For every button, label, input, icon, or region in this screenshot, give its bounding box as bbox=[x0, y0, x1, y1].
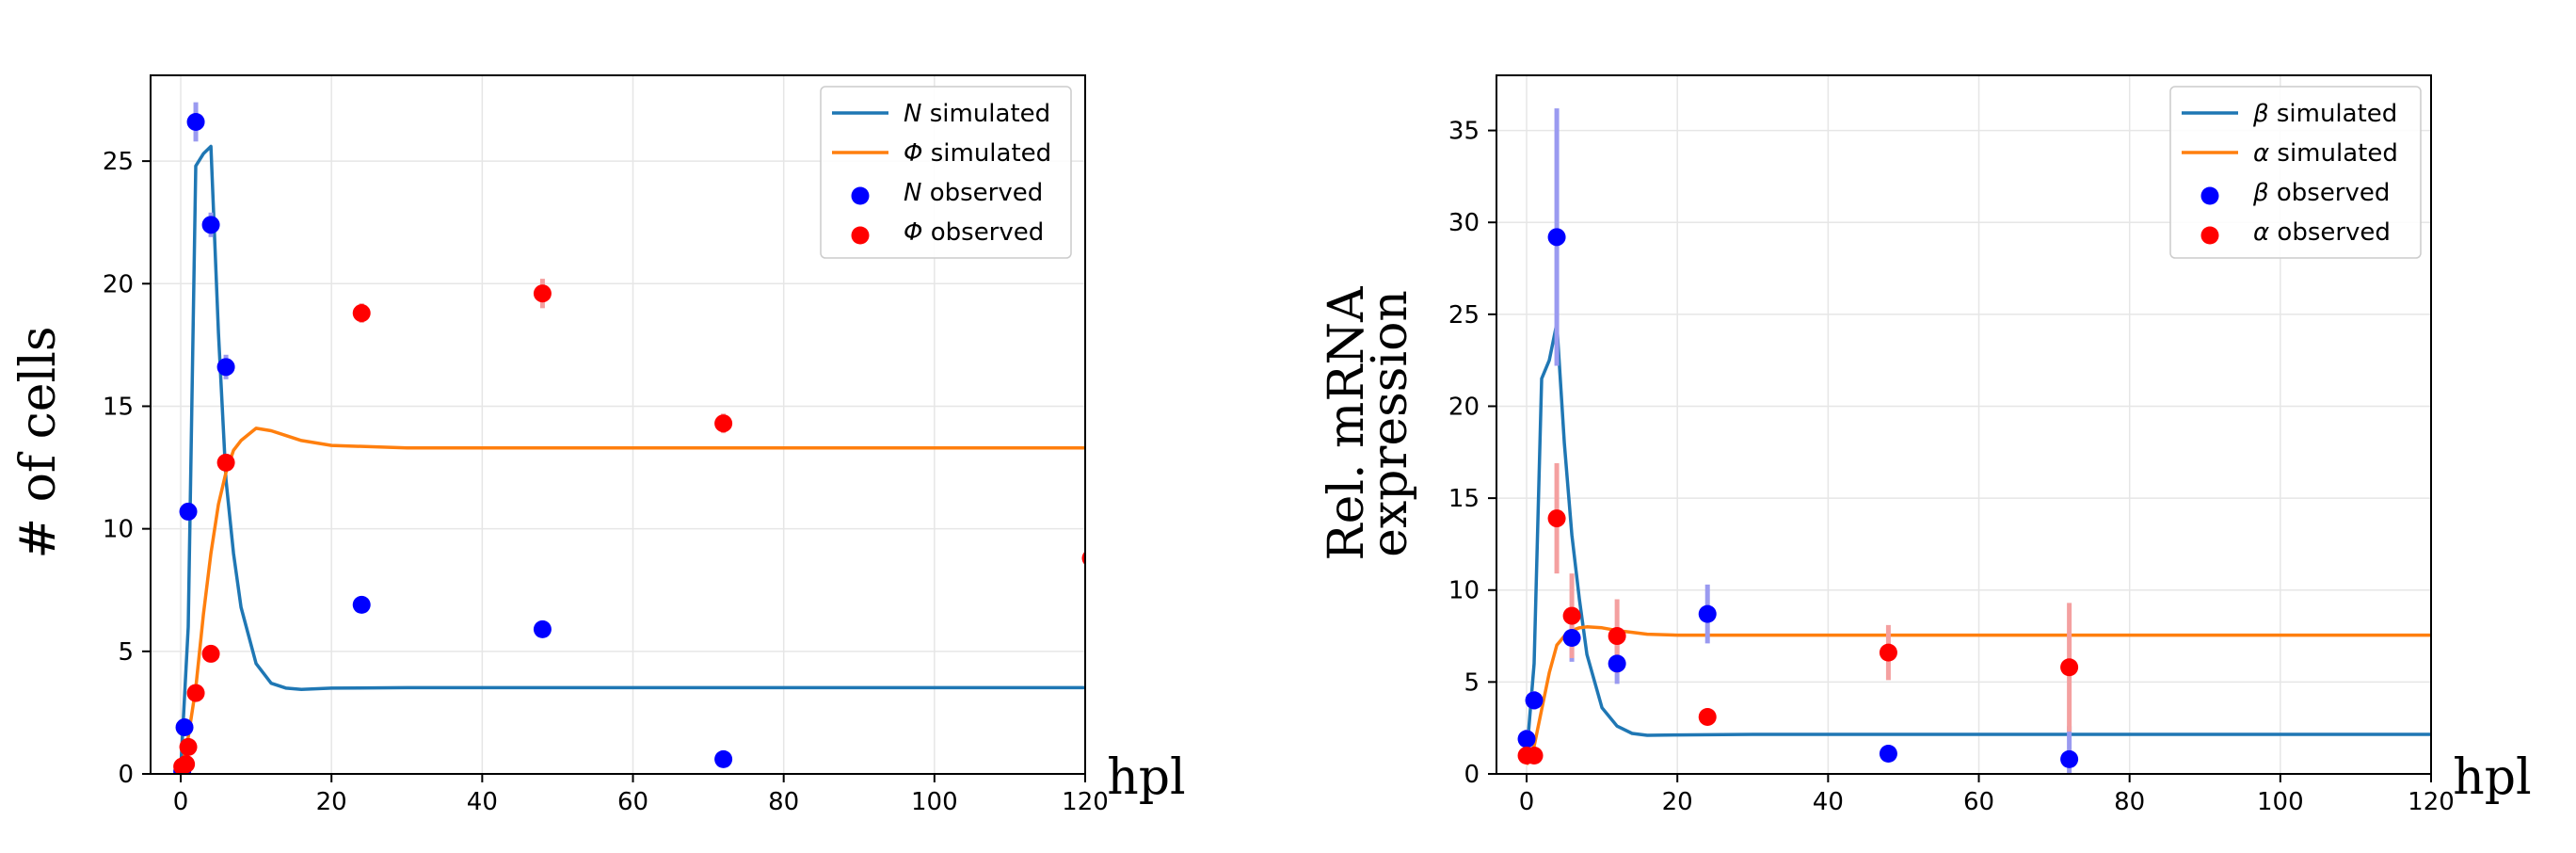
data-point bbox=[186, 112, 205, 131]
x-tick-label: 120 bbox=[1062, 788, 1109, 816]
legend-marker-swatch bbox=[2200, 226, 2219, 245]
series-line bbox=[179, 144, 1085, 769]
data-point bbox=[1562, 606, 1581, 625]
x-tick-label: 0 bbox=[1519, 788, 1535, 816]
data-point bbox=[179, 502, 198, 521]
y-axis-label: Rel. mRNA bbox=[1319, 285, 1375, 561]
x-tick-label: 80 bbox=[2114, 788, 2145, 816]
series-line bbox=[1525, 625, 2431, 765]
data-point bbox=[714, 749, 733, 768]
legend-label: N simulated bbox=[904, 100, 1050, 128]
cells-plot: 0 20 40 60 80 100 120 0 5 10 15 20 25 hpl # of cells N … bbox=[10, 74, 1186, 816]
y-tick-label: 25 bbox=[103, 148, 134, 176]
legend-marker-swatch bbox=[851, 226, 870, 245]
ticks: 0 20 40 60 80 100 120 0 5 10 15 20 25 bbox=[103, 148, 1109, 816]
y-tick-label: 25 bbox=[1448, 301, 1480, 330]
x-tick-label: 40 bbox=[1813, 788, 1844, 816]
legend-label: N observed bbox=[904, 179, 1043, 207]
x-axis-label: hpl bbox=[2453, 749, 2531, 806]
x-tick-label: 20 bbox=[316, 788, 347, 816]
y-axis-label-line2: expression bbox=[1362, 290, 1418, 557]
data-point bbox=[533, 620, 552, 638]
y-tick-label: 5 bbox=[1464, 668, 1480, 697]
data-point bbox=[201, 644, 220, 663]
legend-frame bbox=[2169, 86, 2422, 259]
x-tick-label: 20 bbox=[1662, 788, 1693, 816]
data-point bbox=[1562, 629, 1581, 648]
legend: β simulated α simulated β observed α observ… bbox=[2169, 86, 2422, 259]
y-tick-label: 15 bbox=[103, 393, 134, 421]
y-tick-label: 20 bbox=[103, 270, 134, 298]
data-point bbox=[186, 684, 205, 702]
data-point bbox=[1608, 654, 1626, 673]
legend-label: α simulated bbox=[2253, 139, 2398, 168]
data-point bbox=[1608, 627, 1626, 646]
legend: N simulated Φ simulated N observed Φ observ… bbox=[820, 86, 1072, 259]
data-point bbox=[1698, 707, 1717, 726]
x-tick-label: 0 bbox=[173, 788, 189, 816]
data-point bbox=[1698, 604, 1717, 623]
x-tick-label: 120 bbox=[2408, 788, 2455, 816]
y-tick-label: 15 bbox=[1448, 485, 1480, 513]
legend-marker-swatch bbox=[2200, 186, 2219, 205]
mrna-expression-plot: 0 20 40 60 80 100 120 0 5 10 15 20 25 30 35 hpl Rel. mRN… bbox=[1319, 74, 2532, 816]
x-tick-label: 80 bbox=[768, 788, 799, 816]
data-point bbox=[1547, 228, 1566, 247]
data-point bbox=[216, 453, 235, 472]
data-point bbox=[352, 304, 371, 323]
y-tick-label: 10 bbox=[103, 516, 134, 544]
y-tick-label: 30 bbox=[1448, 209, 1480, 237]
axes-frame bbox=[150, 74, 1086, 775]
data-point bbox=[2060, 749, 2079, 768]
data-point bbox=[2060, 658, 2079, 677]
data-point bbox=[177, 755, 196, 774]
data-point bbox=[533, 284, 552, 303]
series-line bbox=[1525, 321, 2431, 756]
data-layer bbox=[1517, 108, 2431, 774]
data-point bbox=[1517, 730, 1536, 748]
data-point bbox=[1525, 691, 1544, 710]
legend-marker-swatch bbox=[851, 186, 870, 205]
x-axis-label: hpl bbox=[1107, 749, 1185, 806]
legend-label: Φ observed bbox=[904, 218, 1044, 247]
ticks: 0 20 40 60 80 100 120 0 5 10 15 20 25 30 35 bbox=[1448, 118, 2455, 816]
data-point bbox=[352, 595, 371, 614]
data-point bbox=[216, 358, 235, 377]
data-point bbox=[175, 718, 194, 737]
legend-label: β simulated bbox=[2252, 100, 2397, 128]
x-tick-label: 100 bbox=[911, 788, 958, 816]
data-point bbox=[179, 737, 198, 756]
data-point bbox=[1879, 643, 1897, 662]
legend-label: α observed bbox=[2253, 218, 2391, 247]
x-tick-label: 60 bbox=[617, 788, 648, 816]
x-tick-label: 100 bbox=[2257, 788, 2304, 816]
data-point bbox=[201, 216, 220, 234]
y-tick-label: 20 bbox=[1448, 393, 1480, 421]
axes-frame bbox=[1496, 74, 2432, 775]
y-tick-label: 0 bbox=[1464, 761, 1480, 789]
legend-frame bbox=[820, 86, 1072, 259]
x-tick-label: 40 bbox=[467, 788, 498, 816]
legend-label: β observed bbox=[2252, 179, 2390, 207]
series-line bbox=[179, 426, 1085, 774]
legend-label: Φ simulated bbox=[904, 139, 1051, 168]
y-tick-label: 5 bbox=[118, 638, 134, 667]
x-tick-label: 60 bbox=[1963, 788, 1994, 816]
data-point bbox=[1525, 746, 1544, 764]
y-tick-label: 0 bbox=[118, 761, 134, 789]
data-point bbox=[1879, 745, 1897, 764]
data-point bbox=[714, 414, 733, 433]
y-tick-label: 10 bbox=[1448, 577, 1480, 605]
y-axis-label: # of cells bbox=[10, 326, 67, 558]
data-layer bbox=[173, 102, 1085, 774]
y-tick-label: 35 bbox=[1448, 118, 1480, 146]
data-point bbox=[1547, 509, 1566, 528]
